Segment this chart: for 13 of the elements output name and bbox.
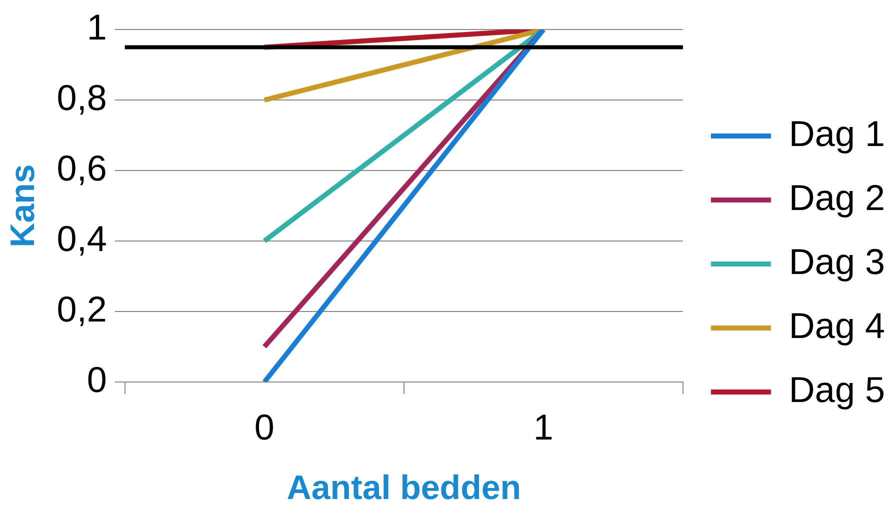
y-tick-label: 0,4 — [56, 218, 107, 259]
legend-label: Dag 5 — [788, 368, 886, 410]
y-tick-label: 0,8 — [56, 77, 107, 118]
y-tick-label: 0,2 — [56, 288, 107, 330]
legend-label: Dag 4 — [788, 304, 886, 346]
legend-label: Dag 3 — [788, 240, 886, 282]
legend-label: Dag 2 — [788, 176, 886, 218]
y-axis-title: Kans — [4, 164, 42, 248]
x-axis-title: Aantal bedden — [286, 468, 522, 507]
y-tick-label: 0,6 — [56, 147, 107, 188]
legend-label: Dag 1 — [788, 112, 886, 154]
y-tick-label: 1 — [86, 6, 107, 48]
y-tick-label: 0 — [86, 358, 107, 400]
